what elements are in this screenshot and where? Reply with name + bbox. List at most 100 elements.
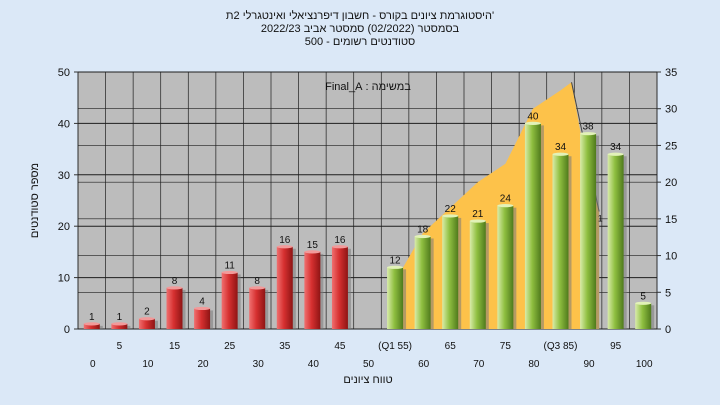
- bar-top: [580, 132, 597, 136]
- y-tick-label: 40: [58, 118, 70, 130]
- x-tick-label-top: 95: [610, 341, 622, 352]
- x-tick-label-bottom: 30: [253, 359, 265, 370]
- bar-top: [607, 152, 624, 156]
- bar-60: [414, 236, 431, 329]
- bar-top: [249, 286, 266, 290]
- x-tick-label-bottom: 40: [308, 359, 320, 370]
- bar-top: [111, 322, 128, 326]
- x-tick-label-bottom: 10: [142, 359, 154, 370]
- bar-75: [497, 205, 514, 329]
- chart-annotation: במשימה : Final_A: [325, 81, 411, 93]
- y-axis-label: מספר סטודנטים: [29, 163, 41, 238]
- y2-tick-label: 0: [665, 324, 671, 336]
- bar-top: [524, 121, 541, 125]
- x-tick-label-bottom: 90: [584, 359, 596, 370]
- y2-tick-label: 30: [665, 104, 677, 116]
- bar-95: [607, 154, 624, 329]
- bar-top: [552, 152, 569, 156]
- data-label-95: 34: [610, 142, 622, 153]
- bar-top: [331, 245, 348, 249]
- data-label-35: 16: [279, 235, 291, 246]
- x-tick-label-top: 35: [279, 341, 291, 352]
- y-tick-label: 10: [58, 273, 70, 285]
- chart-title-line-1: היסטוגרמת ציונים בקורס - חשבון דיפרנציאל…: [225, 10, 495, 22]
- y-tick-label: 30: [58, 170, 70, 182]
- data-label-15: 8: [172, 276, 178, 287]
- bar-25: [221, 272, 238, 329]
- data-label-90: 38: [583, 122, 595, 133]
- x-tick-label-bottom: 20: [198, 359, 210, 370]
- bar-top: [497, 204, 514, 208]
- x-tick-label-top: 5: [117, 341, 123, 352]
- y2-tick-label: 10: [665, 251, 677, 263]
- bar-30: [249, 287, 266, 329]
- data-label-80: 40: [527, 111, 539, 122]
- data-label-55: 12: [390, 255, 402, 266]
- data-label-40: 15: [307, 240, 319, 251]
- x-axis-label: טווח ציונים: [343, 374, 392, 386]
- bar-top: [304, 250, 321, 254]
- bar-top: [276, 245, 293, 249]
- y2-tick-label: 15: [665, 214, 677, 226]
- data-label-45: 16: [334, 235, 346, 246]
- bar-40: [304, 251, 321, 329]
- x-tick-label-bottom: 80: [528, 359, 540, 370]
- x-tick-label-top: 75: [500, 341, 512, 352]
- bar-85: [552, 154, 569, 329]
- bar-55: [387, 267, 404, 329]
- x-tick-label-top: (Q3 85): [544, 341, 578, 352]
- area-label: 1: [598, 214, 603, 224]
- data-label-25: 11: [224, 260, 235, 271]
- data-label-65: 22: [445, 204, 457, 215]
- bar-100: [635, 303, 652, 329]
- data-label-100: 5: [640, 291, 646, 302]
- bar-top: [166, 286, 183, 290]
- bar-top: [635, 301, 652, 305]
- data-label-5: 1: [117, 312, 123, 323]
- x-tick-label-top: 45: [334, 341, 346, 352]
- y-tick-label: 50: [58, 67, 70, 79]
- chart-title-line-2: בסמסטר (02/2022) סמסטר אביב 2022/23: [260, 23, 460, 35]
- bar-80: [524, 123, 541, 330]
- y-tick-label: 0: [64, 324, 70, 336]
- y2-tick-label: 25: [665, 140, 677, 152]
- x-tick-label-bottom: 60: [418, 359, 430, 370]
- bar-top: [387, 265, 404, 269]
- y-tick-label: 20: [58, 221, 70, 233]
- x-tick-label-top: 25: [224, 341, 236, 352]
- data-label-10: 2: [144, 307, 150, 318]
- x-tick-label-top: 65: [445, 341, 457, 352]
- bar-0: [83, 323, 100, 329]
- bar-90: [580, 133, 597, 329]
- bar-20: [194, 308, 211, 329]
- bar-top: [469, 219, 486, 223]
- data-label-0: 1: [89, 312, 95, 323]
- y2-tick-label: 5: [665, 287, 671, 299]
- bar-top: [138, 317, 155, 321]
- x-tick-label-bottom: 70: [473, 359, 485, 370]
- x-tick-label-top: 15: [169, 341, 181, 352]
- bar-top: [442, 214, 459, 218]
- data-label-85: 34: [555, 142, 567, 153]
- data-label-75: 24: [500, 194, 512, 205]
- bar-65: [442, 215, 459, 329]
- bar-top: [83, 322, 100, 326]
- data-label-70: 21: [472, 209, 484, 220]
- data-label-60: 18: [417, 224, 429, 235]
- data-label-30: 8: [254, 276, 260, 287]
- chart-title-line-3: סטודנטים רשומים - 500: [304, 36, 416, 48]
- bar-15: [166, 287, 183, 329]
- bar-5: [111, 323, 128, 329]
- x-tick-label-bottom: 0: [90, 359, 96, 370]
- y2-tick-label: 35: [665, 67, 677, 79]
- data-label-20: 4: [199, 296, 205, 307]
- x-tick-label-top: (Q1 55): [378, 341, 412, 352]
- bar-10: [138, 318, 155, 329]
- bar-top: [221, 270, 238, 275]
- bar-45: [331, 246, 348, 329]
- x-tick-label-bottom: 100: [636, 359, 653, 370]
- bar-top: [414, 234, 431, 239]
- bar-35: [276, 246, 293, 329]
- y2-tick-label: 20: [665, 177, 677, 189]
